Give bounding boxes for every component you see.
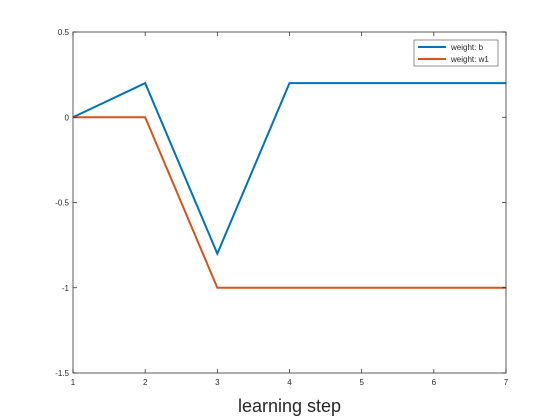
series-line-weight-w1 <box>73 116 506 289</box>
x-tick-label: 2 <box>143 378 148 387</box>
x-tick-label: 1 <box>71 378 76 387</box>
x-tick-label: 7 <box>504 378 509 387</box>
x-axis-title: learning step <box>238 396 341 416</box>
y-tick-label: -0.5 <box>55 199 69 208</box>
series-line-weight-b <box>72 81 506 257</box>
y-tick-label: -1 <box>62 284 70 293</box>
series-layer <box>72 81 506 289</box>
tick-layer: 1 2 3 4 5 6 7 0.5 0 -0.5 -1 -1.5 <box>55 28 509 387</box>
legend: weight: b weight: w1 <box>413 39 499 67</box>
legend-label-weight-w1: weight: w1 <box>450 55 489 64</box>
y-tick-label: -1.5 <box>55 369 69 378</box>
plot-area <box>73 32 506 373</box>
legend-box <box>413 39 499 67</box>
legend-label-weight-b: weight: b <box>450 43 484 52</box>
y-tick-label: 0.5 <box>58 28 70 37</box>
x-tick-label: 6 <box>432 378 437 387</box>
x-tick-label: 4 <box>287 378 292 387</box>
y-tick-label: 0 <box>65 113 70 122</box>
x-tick-label: 3 <box>215 378 220 387</box>
x-tick-label: 5 <box>359 378 364 387</box>
